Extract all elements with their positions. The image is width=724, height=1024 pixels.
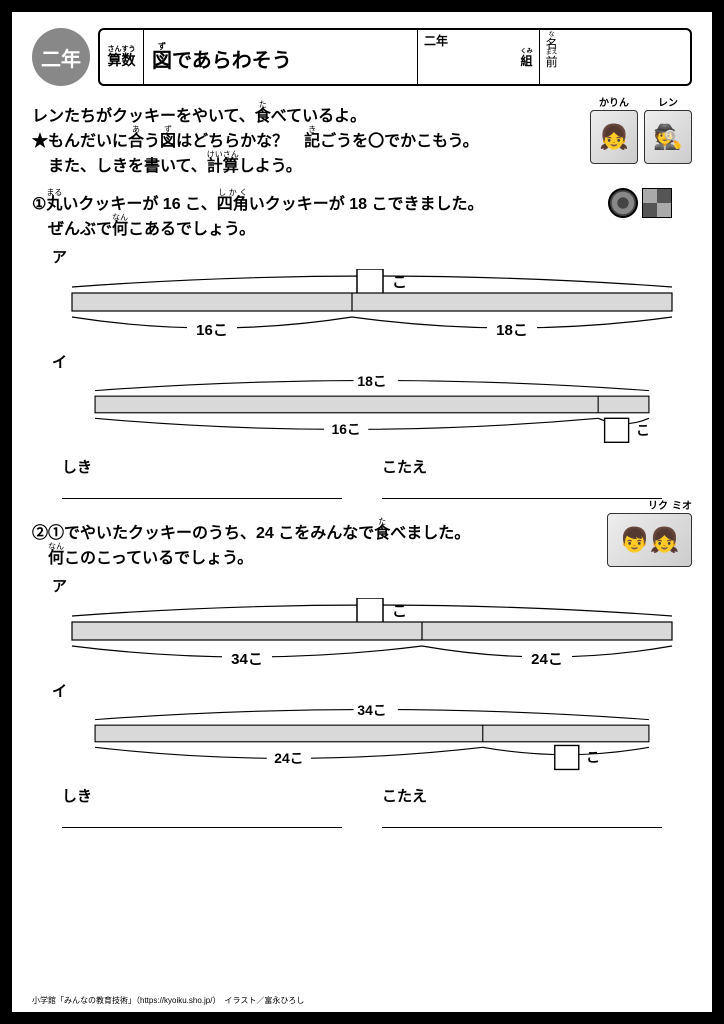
- cookie-square-icon: [642, 188, 672, 218]
- svg-text:24こ: 24こ: [531, 651, 563, 668]
- char-ren: レン🕵️: [644, 94, 692, 164]
- subject-cell: 算数さんすう: [100, 30, 144, 84]
- q2-answers: しき こたえ: [62, 785, 662, 828]
- cookie-circle-icon: [608, 188, 638, 218]
- header-box: 算数さんすう 図ずであらわそう 二年 組くみ 名な前まえ: [98, 28, 692, 86]
- char-karin: かりん👧: [590, 94, 638, 164]
- name-cell[interactable]: 名な前まえ: [539, 30, 690, 84]
- q2-diagram-b: イ 34こ 24こ こ: [32, 680, 692, 775]
- q2-diagram-a: ア こ 34こ 24こ: [32, 575, 692, 670]
- q1-diagram-b: イ 18こ 16こ こ: [32, 351, 692, 446]
- char-pair-icon: 👦👧: [607, 513, 692, 567]
- char-mio: ミオ: [672, 497, 692, 513]
- grade-badge: 二年: [32, 28, 90, 86]
- question-1: ①丸まるいクッキーが 16 こ、四角しかくいクッキーが 18 こできました。 ぜ…: [32, 188, 692, 499]
- q1-diagram-a: ア こ 16こ 18こ: [32, 246, 692, 341]
- svg-text:18こ: 18こ: [496, 322, 528, 339]
- worksheet-page: 二年 算数さんすう 図ずであらわそう 二年 組くみ 名な前まえ レンたちがクッキ…: [0, 0, 724, 1024]
- svg-text:34こ: 34こ: [357, 703, 386, 718]
- svg-text:18こ: 18こ: [357, 374, 386, 389]
- question-2: リク ミオ 👦👧 ②①でやいたクッキーのうち、24 こをみんなで食たべました。 …: [32, 517, 692, 828]
- header: 二年 算数さんすう 図ずであらわそう 二年 組くみ 名な前まえ: [32, 28, 692, 86]
- svg-text:16こ: 16こ: [332, 421, 361, 437]
- q1-answers: しき こたえ: [62, 456, 662, 499]
- class-cell[interactable]: 二年 組くみ: [417, 30, 539, 84]
- q1-icons: [608, 188, 672, 218]
- title-cell: 図ずであらわそう: [144, 30, 417, 84]
- svg-text:こ: こ: [392, 274, 407, 291]
- kotae-field[interactable]: こたえ: [382, 785, 662, 828]
- svg-text:16こ: 16こ: [196, 322, 228, 339]
- kotae-field[interactable]: こたえ: [382, 456, 662, 499]
- char-riku: リク: [648, 497, 668, 513]
- svg-text:こ: こ: [392, 603, 407, 620]
- svg-text:24こ: 24こ: [274, 750, 303, 766]
- shiki-field[interactable]: しき: [62, 785, 342, 828]
- shiki-field[interactable]: しき: [62, 456, 342, 499]
- intro: レンたちがクッキーをやいて、食たべているよ。 ★もんだいに合あう図ずはどちらかな…: [32, 100, 692, 180]
- svg-text:こ: こ: [636, 422, 650, 438]
- footer-credit: 小学館「みんなの教育技術」（https://kyoiku.sho.jp/） イラ…: [32, 995, 304, 1006]
- svg-text:34こ: 34こ: [231, 651, 263, 668]
- svg-text:こ: こ: [586, 749, 600, 765]
